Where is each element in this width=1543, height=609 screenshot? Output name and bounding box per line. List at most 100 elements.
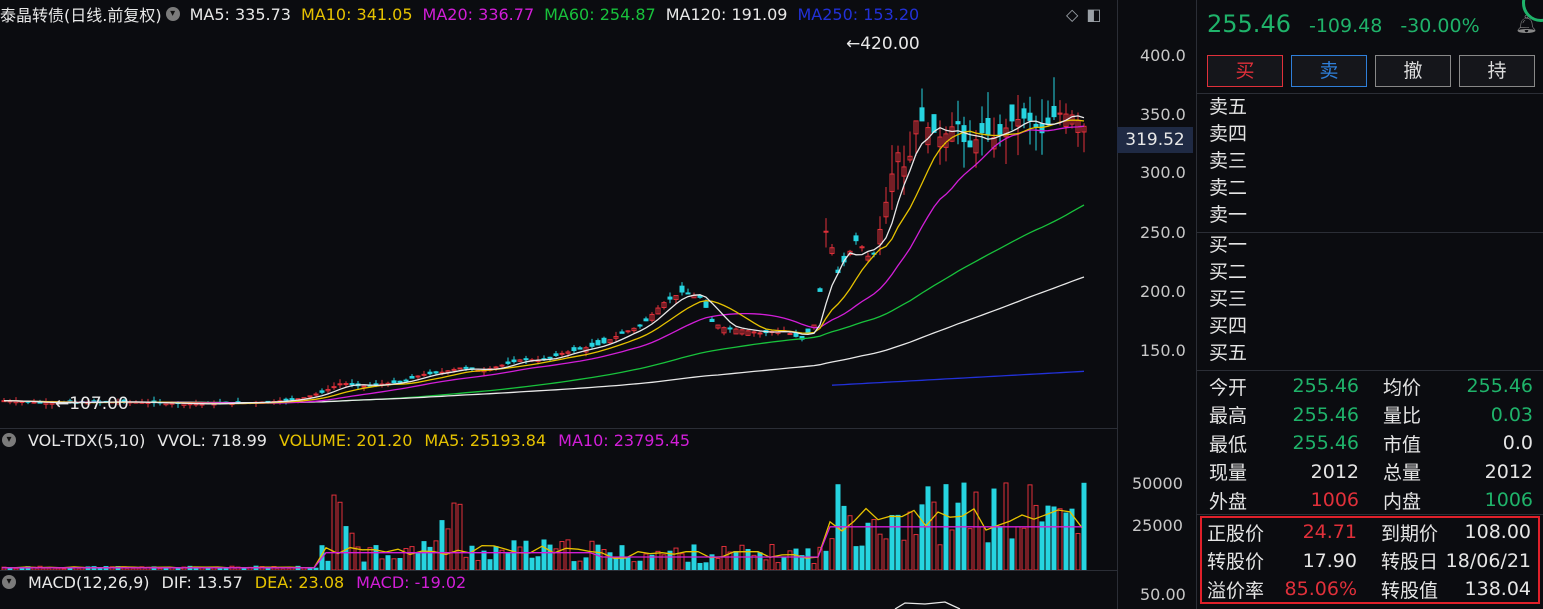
y-tick-350: 350.0 bbox=[1140, 105, 1186, 124]
volume-bar bbox=[601, 549, 607, 571]
dea-label: DEA: 23.08 bbox=[254, 572, 345, 592]
volume-bar bbox=[787, 550, 793, 571]
volume-bar bbox=[781, 557, 787, 571]
stat-value: 0.0 bbox=[1502, 432, 1533, 455]
volume-bar bbox=[805, 548, 811, 571]
chevron-down-icon[interactable]: ▾ bbox=[2, 575, 16, 589]
candle-body bbox=[985, 117, 991, 136]
candle-body bbox=[667, 296, 673, 300]
stat-value: 1006 bbox=[1484, 489, 1533, 512]
macd-title: MACD(12,26,9) bbox=[28, 572, 150, 592]
volume-bar bbox=[325, 560, 331, 571]
candle-body bbox=[427, 371, 433, 375]
ma20-label: MA20: 336.77 bbox=[422, 4, 535, 24]
candle-body bbox=[283, 398, 289, 401]
diamond-icon[interactable]: ◇ bbox=[1066, 5, 1079, 24]
stat-key: 外盘 bbox=[1209, 490, 1248, 513]
candle-body bbox=[289, 398, 295, 401]
candle-body bbox=[517, 359, 523, 362]
volume-bar bbox=[391, 558, 397, 571]
candle-body bbox=[919, 107, 925, 122]
buy-button[interactable]: 买 bbox=[1207, 55, 1283, 87]
volume-bar bbox=[577, 560, 583, 571]
candle-body bbox=[565, 351, 571, 354]
candle-body bbox=[1015, 118, 1021, 127]
volume-bar bbox=[505, 552, 511, 571]
volume-bar bbox=[667, 550, 673, 571]
volume-bar bbox=[745, 548, 751, 571]
volume-bar bbox=[751, 554, 757, 571]
volume-bar bbox=[355, 546, 361, 571]
volume-bar bbox=[679, 553, 685, 571]
volume-bar bbox=[877, 533, 883, 571]
candle-body bbox=[991, 136, 997, 150]
volume-bar bbox=[373, 545, 379, 571]
stat-value: 0.03 bbox=[1490, 403, 1533, 426]
volume-bar bbox=[415, 552, 421, 571]
volume-bar bbox=[397, 557, 403, 571]
candle-body bbox=[889, 173, 895, 193]
bid-level: 买五 bbox=[1209, 342, 1248, 364]
candle-body bbox=[823, 230, 829, 233]
candle-body bbox=[553, 353, 559, 356]
candle-body bbox=[643, 318, 649, 322]
volume-bar bbox=[367, 547, 373, 571]
stat-key: 最高 bbox=[1209, 405, 1248, 428]
candle-body bbox=[973, 139, 979, 154]
volume-bar bbox=[235, 566, 241, 571]
ma5-line bbox=[3, 115, 1085, 405]
volume-bar bbox=[721, 545, 727, 571]
candle-body bbox=[757, 332, 763, 335]
volume-bar bbox=[829, 538, 835, 571]
volume-bar bbox=[793, 548, 799, 571]
candle-body bbox=[361, 385, 367, 388]
quote-panel: 255.46 -109.48 -30.00% 🔔︎ 买 卖 撤 持 卖五 卖四 … bbox=[1196, 0, 1543, 609]
candle-body bbox=[409, 376, 415, 379]
stat-key: 现量 bbox=[1209, 462, 1248, 485]
sell-button[interactable]: 卖 bbox=[1291, 55, 1367, 87]
candle-body bbox=[559, 352, 565, 355]
chevron-down-icon[interactable]: ▾ bbox=[2, 433, 16, 447]
volume-bar bbox=[1009, 538, 1015, 571]
ma20-line bbox=[3, 125, 1085, 404]
volume-bar bbox=[685, 561, 691, 571]
ma250-line bbox=[831, 370, 1085, 386]
volume-bar bbox=[1039, 521, 1045, 571]
volume-bar bbox=[655, 550, 661, 571]
volume-bar bbox=[997, 526, 1003, 571]
candle-body bbox=[337, 383, 343, 386]
holdings-button[interactable]: 持 bbox=[1459, 55, 1535, 87]
stat-value: 2012 bbox=[1310, 460, 1359, 483]
candle-body bbox=[817, 288, 823, 292]
volume-bar bbox=[1015, 526, 1021, 571]
volume-bar bbox=[643, 553, 649, 571]
candle-body bbox=[697, 295, 703, 298]
volume-bar bbox=[439, 520, 445, 571]
kline-chart-area[interactable]: 泰晶转债(日线.前复权) ▾ MA5: 335.73 MA10: 341.05 … bbox=[0, 0, 1195, 609]
volume-bar bbox=[571, 561, 577, 571]
chart-tools: ◇ ◧ bbox=[1066, 5, 1101, 24]
candle-body bbox=[679, 285, 685, 293]
bond-info-table: 正股价 24.71 到期价 108.00 转股价 17.90 转股日 18/06… bbox=[1207, 518, 1537, 604]
price-change-pct: -30.00% bbox=[1400, 15, 1480, 37]
ma5-label: MA5: 335.73 bbox=[189, 4, 291, 24]
ask-level: 卖一 bbox=[1209, 204, 1248, 226]
bond-value: 85.06% bbox=[1284, 578, 1357, 601]
stat-value: 255.46 bbox=[1466, 375, 1533, 398]
stats-row: 现量 2012 总量 2012 bbox=[1209, 458, 1534, 487]
panel-toggle-icon[interactable]: ◧ bbox=[1086, 5, 1102, 24]
candle-body bbox=[829, 247, 835, 254]
ask-level: 卖四 bbox=[1209, 123, 1248, 145]
stat-key: 最低 bbox=[1209, 433, 1248, 456]
candle-body bbox=[349, 383, 355, 386]
candle-body bbox=[883, 201, 889, 218]
y-tick-200: 200.0 bbox=[1140, 282, 1186, 301]
candle-body bbox=[613, 335, 619, 339]
candle-body bbox=[865, 255, 871, 261]
candle-body bbox=[637, 324, 643, 327]
chevron-down-icon[interactable]: ▾ bbox=[165, 7, 180, 21]
high-price-marker: ←420.00 bbox=[846, 34, 920, 54]
cancel-order-button[interactable]: 撤 bbox=[1375, 55, 1451, 87]
candle-body bbox=[1033, 123, 1039, 128]
candle-body bbox=[859, 246, 865, 249]
